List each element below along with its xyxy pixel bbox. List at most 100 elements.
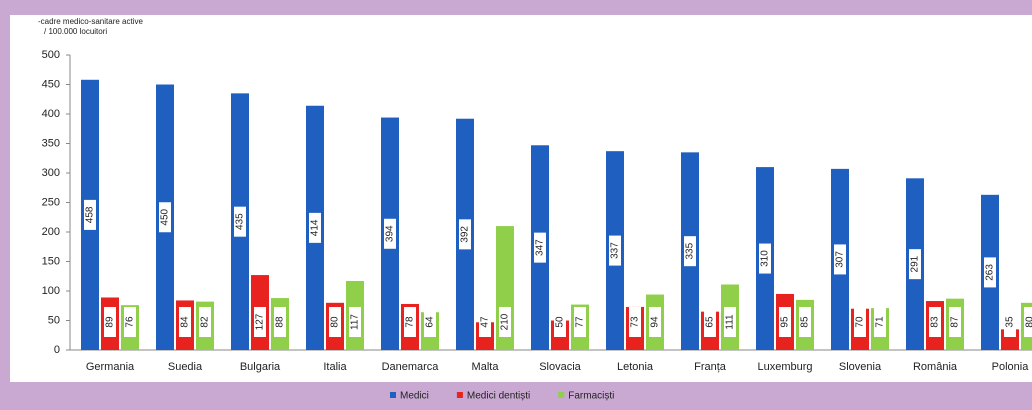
value-label: 73 xyxy=(630,316,641,328)
value-label-box xyxy=(124,307,136,337)
x-tick-label: Slovenia xyxy=(839,361,882,373)
value-label-box xyxy=(554,307,566,337)
value-label: 335 xyxy=(685,242,696,259)
y-tick-label: 250 xyxy=(42,196,60,208)
y-tick-label: 50 xyxy=(48,314,60,326)
value-label-box xyxy=(404,307,416,337)
y-tick-label: 400 xyxy=(42,108,60,120)
value-label-box xyxy=(929,307,941,337)
value-label-box xyxy=(179,307,191,337)
value-label-box xyxy=(629,307,641,337)
value-label: 291 xyxy=(910,255,921,272)
y-axis-label: -cadre medico-sanitare active xyxy=(38,17,143,26)
value-label: 78 xyxy=(405,316,416,328)
value-label: 414 xyxy=(310,219,321,236)
y-axis-label: / 100.000 locuitori xyxy=(44,27,107,36)
x-tick-label: Malta xyxy=(472,361,500,373)
value-label-box xyxy=(459,219,471,250)
x-tick-label: Luxemburg xyxy=(757,361,812,373)
value-label: 347 xyxy=(535,239,546,256)
value-label-box xyxy=(479,307,491,337)
value-label: 394 xyxy=(385,225,396,242)
legend-swatch xyxy=(390,392,396,398)
value-label: 50 xyxy=(555,316,566,328)
value-label-box xyxy=(984,257,996,288)
x-tick-label: Slovacia xyxy=(539,361,581,373)
value-label: 88 xyxy=(275,316,286,328)
value-label: 71 xyxy=(875,316,886,328)
legend-swatch xyxy=(558,392,565,398)
value-label: 87 xyxy=(950,316,961,328)
value-label: 89 xyxy=(105,316,116,328)
value-label-box xyxy=(684,236,696,267)
x-tick-label: Polonia xyxy=(992,361,1030,373)
value-label-box xyxy=(1024,307,1032,337)
value-label: 47 xyxy=(480,316,491,328)
value-label: 450 xyxy=(160,208,171,225)
value-label: 65 xyxy=(705,316,716,328)
value-label-box xyxy=(104,307,116,337)
y-tick-label: 300 xyxy=(42,167,60,179)
value-label: 117 xyxy=(350,314,361,330)
value-label: 111 xyxy=(725,314,736,330)
value-label-box xyxy=(274,307,286,337)
y-tick-label: 450 xyxy=(42,78,60,90)
value-label: 435 xyxy=(235,213,246,230)
x-tick-label: Letonia xyxy=(617,361,654,373)
x-tick-label: România xyxy=(913,361,958,373)
value-label-box xyxy=(349,307,361,337)
value-label-box xyxy=(254,307,266,337)
x-tick-label: Danemarca xyxy=(382,361,440,373)
legend-label: Farmaciști xyxy=(568,391,614,402)
value-label-box xyxy=(384,218,396,249)
value-label: 95 xyxy=(780,316,791,328)
x-tick-label: Suedia xyxy=(168,361,203,373)
value-label-box xyxy=(329,307,341,337)
value-label: 392 xyxy=(460,226,471,243)
value-label-box xyxy=(534,232,546,263)
value-label: 85 xyxy=(800,316,811,328)
value-label-box xyxy=(649,307,661,337)
x-tick-label: Italia xyxy=(323,361,347,373)
value-label-box xyxy=(609,235,621,266)
value-label: 82 xyxy=(200,316,211,328)
value-label: 210 xyxy=(500,313,511,330)
value-label: 64 xyxy=(425,316,436,328)
value-label-box xyxy=(1004,307,1016,337)
legend-swatch xyxy=(456,392,463,398)
value-label-box xyxy=(84,199,96,230)
value-label-box xyxy=(499,307,511,337)
value-label: 94 xyxy=(650,316,661,328)
value-label-box xyxy=(159,202,171,233)
y-tick-label: 500 xyxy=(42,49,60,61)
y-tick-label: 0 xyxy=(54,344,60,356)
value-label: 76 xyxy=(125,316,136,328)
legend-label: Medici dentiști xyxy=(467,391,530,402)
y-tick-label: 150 xyxy=(42,255,60,267)
value-label: 83 xyxy=(930,316,941,328)
value-label-box xyxy=(909,249,921,280)
value-label: 70 xyxy=(855,316,866,328)
value-label-box xyxy=(234,206,246,237)
value-label-box xyxy=(799,307,811,337)
value-label-box xyxy=(949,307,961,337)
value-label: 35 xyxy=(1005,316,1016,328)
value-label: 80 xyxy=(330,316,341,328)
value-label-box xyxy=(779,307,791,337)
value-label: 77 xyxy=(575,316,586,328)
y-tick-label: 350 xyxy=(42,137,60,149)
legend-label: Medici xyxy=(400,391,429,402)
value-label: 458 xyxy=(85,206,96,223)
value-label: 307 xyxy=(835,251,846,268)
value-label-box xyxy=(759,243,771,274)
value-label: 127 xyxy=(255,313,266,330)
value-label-box xyxy=(704,307,716,337)
value-label-box xyxy=(724,307,736,337)
y-tick-label: 100 xyxy=(42,285,60,297)
value-label-box xyxy=(834,244,846,275)
value-label: 84 xyxy=(180,316,191,328)
x-tick-label: Germania xyxy=(86,361,135,373)
x-tick-label: Bulgaria xyxy=(240,361,281,373)
